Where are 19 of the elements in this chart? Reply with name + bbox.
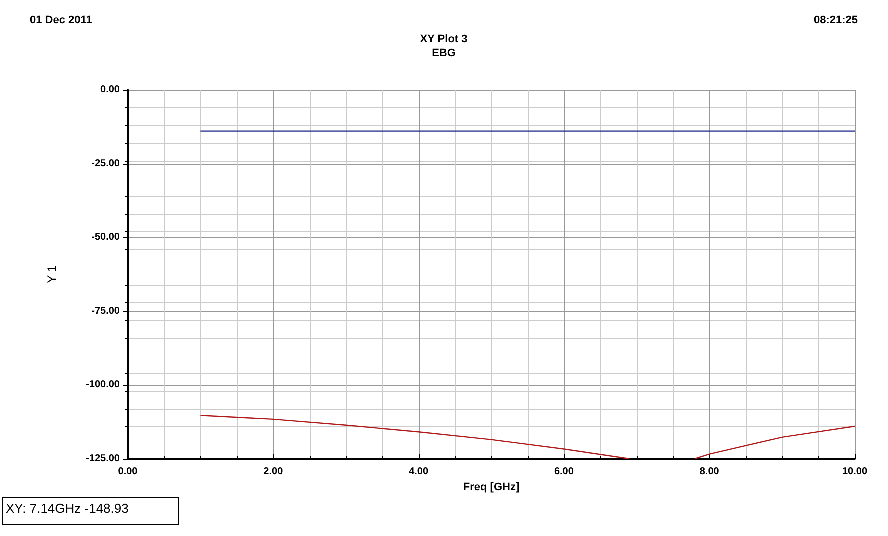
x-axis-title: Freq [GHz] xyxy=(463,481,520,494)
y-axis-title: Y 1 xyxy=(45,265,59,284)
y-tick-label: -125.00 xyxy=(86,454,120,464)
chart-subtitle: EBG xyxy=(432,48,456,60)
y-tick-label: -75.00 xyxy=(92,306,120,317)
y-tick-label: 0.00 xyxy=(100,84,120,96)
y-tick-label: -25.00 xyxy=(92,158,120,170)
y-tick-label: -50.00 xyxy=(92,232,120,244)
x-tick-label: 0.00 xyxy=(118,466,138,478)
x-tick-label: 6.00 xyxy=(554,466,574,478)
text: 01 Dec 2011 xyxy=(30,14,92,26)
y-tick-label: -100.00 xyxy=(86,380,120,391)
text: 08:21:25 xyxy=(814,14,858,26)
x-tick-label: 10.00 xyxy=(842,466,868,478)
x-tick-label: 8.00 xyxy=(700,466,720,478)
chart-title: XY Plot 3 xyxy=(420,34,468,46)
text: XY: 7.14GHz -148.93 xyxy=(6,501,129,516)
x-tick-label: 4.00 xyxy=(409,466,429,478)
x-tick-label: 2.00 xyxy=(264,466,284,478)
